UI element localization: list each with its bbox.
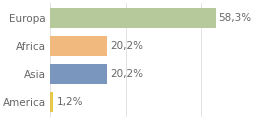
Bar — [50, 64, 108, 84]
Bar — [50, 8, 216, 28]
Text: 1,2%: 1,2% — [56, 97, 83, 107]
Text: 20,2%: 20,2% — [110, 41, 143, 51]
Text: 20,2%: 20,2% — [110, 69, 143, 79]
Text: 58,3%: 58,3% — [218, 13, 251, 23]
Bar — [50, 36, 108, 56]
Bar — [50, 92, 53, 112]
